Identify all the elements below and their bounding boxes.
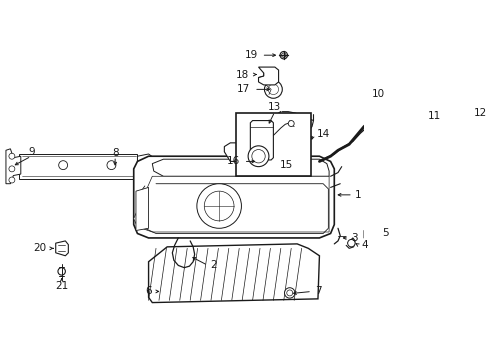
Circle shape xyxy=(268,84,279,95)
Circle shape xyxy=(285,288,295,298)
Text: 5: 5 xyxy=(383,229,389,238)
Text: 20: 20 xyxy=(34,243,47,253)
Text: 3: 3 xyxy=(351,233,358,243)
Polygon shape xyxy=(259,67,279,85)
Circle shape xyxy=(248,146,269,167)
Circle shape xyxy=(58,268,65,275)
Circle shape xyxy=(287,290,293,296)
Text: 21: 21 xyxy=(55,281,68,291)
Polygon shape xyxy=(364,228,377,241)
Text: 15: 15 xyxy=(279,160,293,170)
Circle shape xyxy=(107,161,116,170)
Circle shape xyxy=(446,95,452,101)
Circle shape xyxy=(197,184,242,228)
Circle shape xyxy=(348,239,355,247)
Text: 1: 1 xyxy=(355,190,362,200)
Polygon shape xyxy=(56,241,68,256)
Polygon shape xyxy=(6,149,21,184)
Text: 7: 7 xyxy=(315,287,321,296)
Polygon shape xyxy=(134,176,329,232)
Bar xyxy=(236,113,311,176)
Polygon shape xyxy=(148,244,319,302)
Circle shape xyxy=(443,92,455,104)
Circle shape xyxy=(204,191,234,221)
Text: 17: 17 xyxy=(237,84,250,94)
Polygon shape xyxy=(136,188,148,230)
Text: 12: 12 xyxy=(474,108,487,118)
Polygon shape xyxy=(250,121,273,160)
Circle shape xyxy=(143,159,148,165)
Text: 18: 18 xyxy=(236,69,249,80)
Text: 2: 2 xyxy=(210,260,217,270)
Circle shape xyxy=(256,148,264,156)
Polygon shape xyxy=(224,143,290,161)
Polygon shape xyxy=(134,156,334,238)
Circle shape xyxy=(288,121,294,126)
Circle shape xyxy=(262,130,269,138)
Circle shape xyxy=(9,153,15,159)
Polygon shape xyxy=(152,159,329,176)
Text: 16: 16 xyxy=(227,157,240,166)
Text: 19: 19 xyxy=(245,50,258,60)
Text: 10: 10 xyxy=(372,89,386,99)
Polygon shape xyxy=(461,110,474,122)
Polygon shape xyxy=(427,91,462,112)
Text: 4: 4 xyxy=(361,240,368,250)
Text: 6: 6 xyxy=(146,287,152,296)
Text: 13: 13 xyxy=(268,102,281,112)
Circle shape xyxy=(282,53,286,58)
Circle shape xyxy=(9,166,15,172)
Circle shape xyxy=(59,161,68,170)
Polygon shape xyxy=(19,154,140,179)
Circle shape xyxy=(463,112,470,120)
Text: 11: 11 xyxy=(428,111,441,121)
Circle shape xyxy=(9,177,15,183)
Text: 8: 8 xyxy=(112,148,119,158)
Bar xyxy=(385,118,391,126)
Circle shape xyxy=(265,80,282,98)
Text: 14: 14 xyxy=(317,129,330,139)
Circle shape xyxy=(280,51,288,59)
Circle shape xyxy=(252,149,265,163)
Polygon shape xyxy=(137,154,154,169)
Text: 9: 9 xyxy=(28,147,34,157)
